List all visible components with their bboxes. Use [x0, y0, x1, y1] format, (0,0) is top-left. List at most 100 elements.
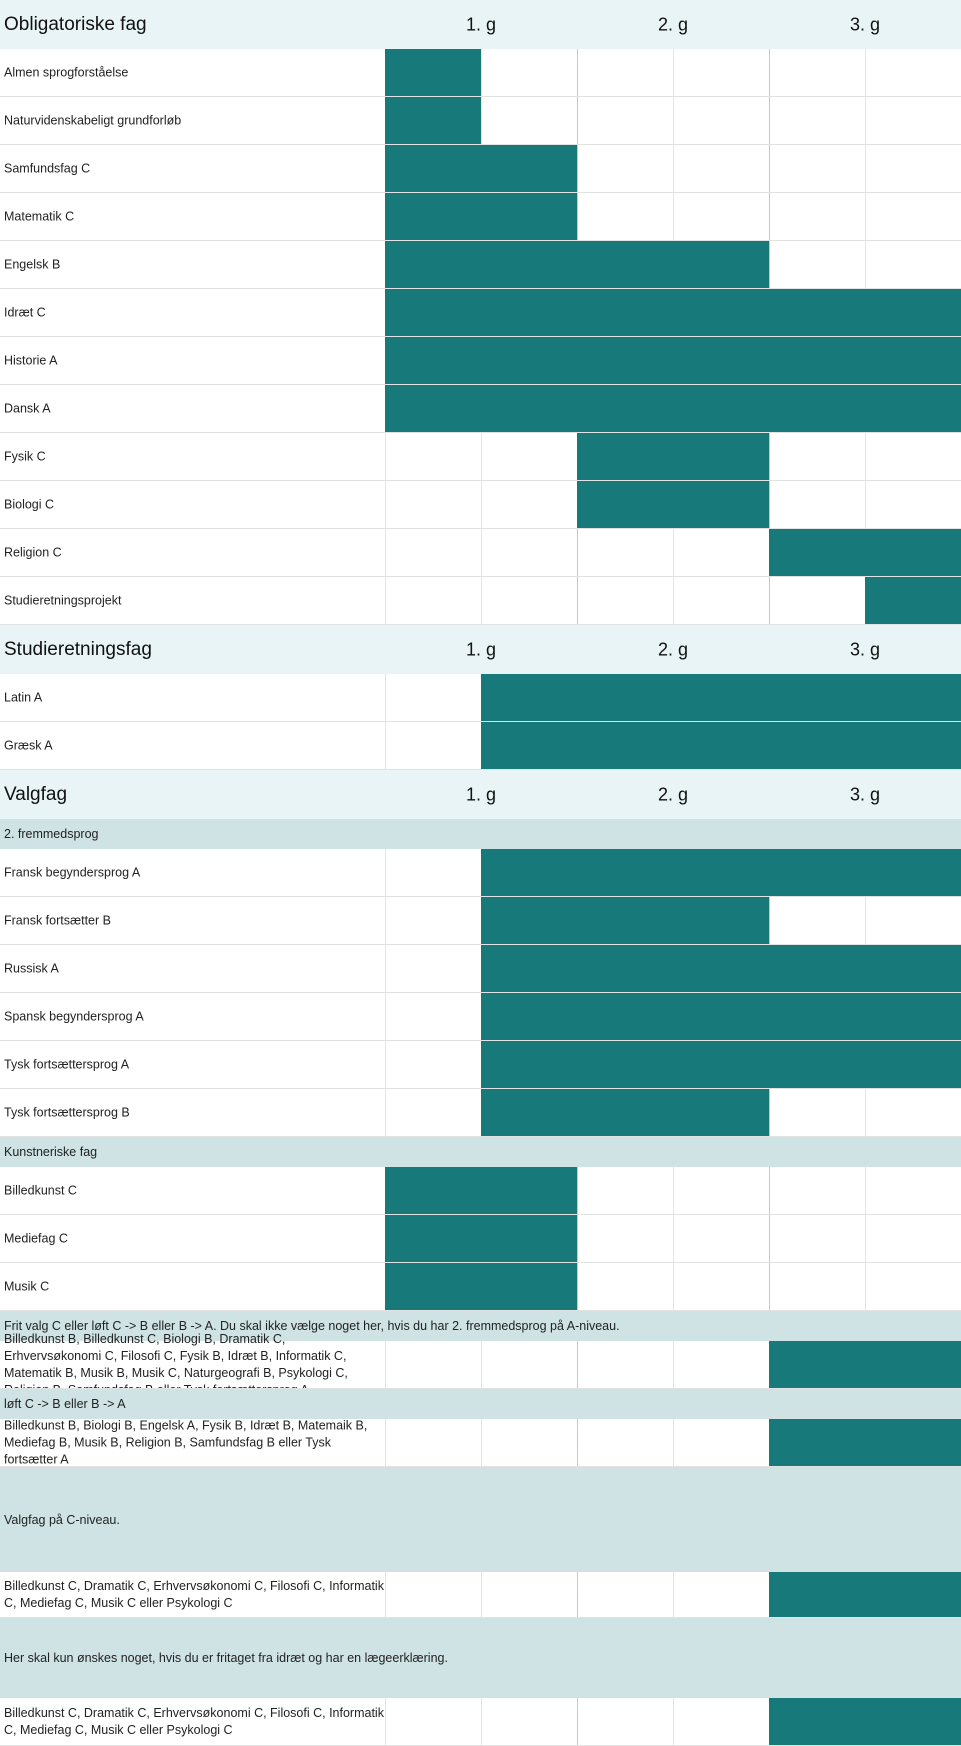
subject-row: Billedkunst C, Dramatik C, Erhvervsøkono… — [0, 1572, 961, 1618]
grid-line — [673, 1572, 674, 1618]
grid-line — [865, 481, 866, 529]
row-divider — [0, 192, 961, 193]
section-header: Obligatoriske fag 1. g 2. g 3. g — [0, 0, 961, 49]
subject-label: Fysik C — [4, 449, 46, 464]
grid-line — [865, 97, 866, 145]
schedule-bar — [769, 1698, 961, 1745]
grid-line — [481, 1698, 482, 1746]
schedule-bar — [481, 897, 769, 944]
subject-label: Billedkunst C, Dramatik C, Erhvervsøkono… — [4, 1579, 384, 1610]
grid-line — [865, 193, 866, 241]
grid-line — [577, 1263, 578, 1311]
subject-row: Spansk begyndersprog A — [0, 993, 961, 1041]
grid-line — [481, 1341, 482, 1389]
row-divider — [0, 528, 961, 529]
grid-line — [385, 1572, 386, 1618]
row-divider — [0, 896, 961, 897]
group-label: Kunstneriske fag — [4, 1145, 98, 1159]
subject-label: Engelsk B — [4, 257, 61, 272]
grid-line — [385, 993, 386, 1041]
grid-line — [865, 1263, 866, 1311]
row-divider — [0, 384, 961, 385]
grid-line — [673, 1341, 674, 1389]
subject-row: Engelsk B — [0, 241, 961, 289]
subject-row: Fransk fortsætter B — [0, 897, 961, 945]
row-divider — [0, 624, 961, 625]
year-label: 3. g — [849, 784, 881, 804]
grid-line — [865, 1167, 866, 1215]
row-divider — [0, 1388, 961, 1389]
row-divider — [0, 96, 961, 97]
grid-line — [865, 49, 866, 97]
grid-line — [385, 849, 386, 897]
grid-line — [385, 1419, 386, 1467]
grid-line — [769, 481, 770, 529]
section-title: Obligatoriske fag — [4, 13, 147, 35]
subject-row: Historie A — [0, 337, 961, 385]
subject-label: Fransk fortsætter B — [4, 913, 111, 928]
subject-row: Billedkunst C — [0, 1167, 961, 1215]
schedule-bar — [577, 433, 769, 480]
schedule-bar — [385, 1215, 577, 1262]
grid-line — [673, 1167, 674, 1215]
grid-line — [673, 193, 674, 241]
row-divider — [0, 144, 961, 145]
subject-label: Billedkunst B, Biologi B, Engelsk A, Fys… — [4, 1418, 368, 1467]
subject-row: Billedkunst C, Dramatik C, Erhvervsøkono… — [0, 1698, 961, 1746]
subject-label: Almen sprogforståelse — [4, 65, 129, 80]
grid-line — [385, 1041, 386, 1089]
grid-line — [769, 433, 770, 481]
section-header: Studieretningsfag 1. g 2. g 3. g — [0, 625, 961, 674]
schedule-bar — [769, 1419, 961, 1466]
grid-line — [481, 49, 482, 97]
grid-line — [577, 145, 578, 193]
subject-row: Almen sprogforståelse — [0, 49, 961, 97]
subject-label: Musik C — [4, 1279, 50, 1294]
grid-line — [769, 241, 770, 289]
schedule-bar — [385, 49, 481, 96]
grid-line — [385, 1341, 386, 1389]
schedule-bar — [385, 1263, 577, 1310]
row-divider — [0, 1088, 961, 1089]
subject-label: Spansk begyndersprog A — [4, 1009, 144, 1024]
grid-line — [769, 577, 770, 625]
grid-line — [481, 433, 482, 481]
subject-label: Religion C — [4, 545, 62, 560]
grid-line — [385, 945, 386, 993]
grid-line — [385, 897, 386, 945]
grid-line — [673, 145, 674, 193]
subject-label: Russisk A — [4, 961, 59, 976]
subject-label: Historie A — [4, 353, 58, 368]
grid-line — [385, 674, 386, 722]
grid-line — [865, 145, 866, 193]
grid-line — [577, 193, 578, 241]
subject-label: Tysk fortsættersprog A — [4, 1057, 130, 1072]
subject-label: Græsk A — [4, 738, 53, 753]
grid-line — [577, 1215, 578, 1263]
subject-label: Samfundsfag C — [4, 161, 91, 176]
schedule-bar — [385, 241, 769, 288]
grid-line — [769, 1263, 770, 1311]
grid-line — [577, 577, 578, 625]
row-divider — [0, 721, 961, 722]
group-header: Frit valg C eller løft C -> B eller B ->… — [0, 1311, 961, 1341]
grid-line — [577, 97, 578, 145]
year-label: 2. g — [657, 639, 689, 659]
subject-row: Russisk A — [0, 945, 961, 993]
schedule-bar — [577, 481, 769, 528]
subject-row: Latin A — [0, 674, 961, 722]
subject-row: Dansk A — [0, 385, 961, 433]
subject-row: Tysk fortsættersprog A — [0, 1041, 961, 1089]
grid-line — [769, 1215, 770, 1263]
grid-line — [577, 1698, 578, 1746]
row-divider — [0, 769, 961, 770]
year-label: 1. g — [465, 784, 497, 804]
year-label: 2. g — [657, 14, 689, 34]
subject-label: Mediefag C — [4, 1231, 68, 1246]
subject-row: Billedkunst B, Biologi B, Engelsk A, Fys… — [0, 1419, 961, 1467]
row-divider — [0, 992, 961, 993]
subject-label: Matematik C — [4, 209, 75, 224]
grid-line — [385, 722, 386, 770]
subject-label: Naturvidenskabeligt grundforløb — [4, 113, 182, 128]
